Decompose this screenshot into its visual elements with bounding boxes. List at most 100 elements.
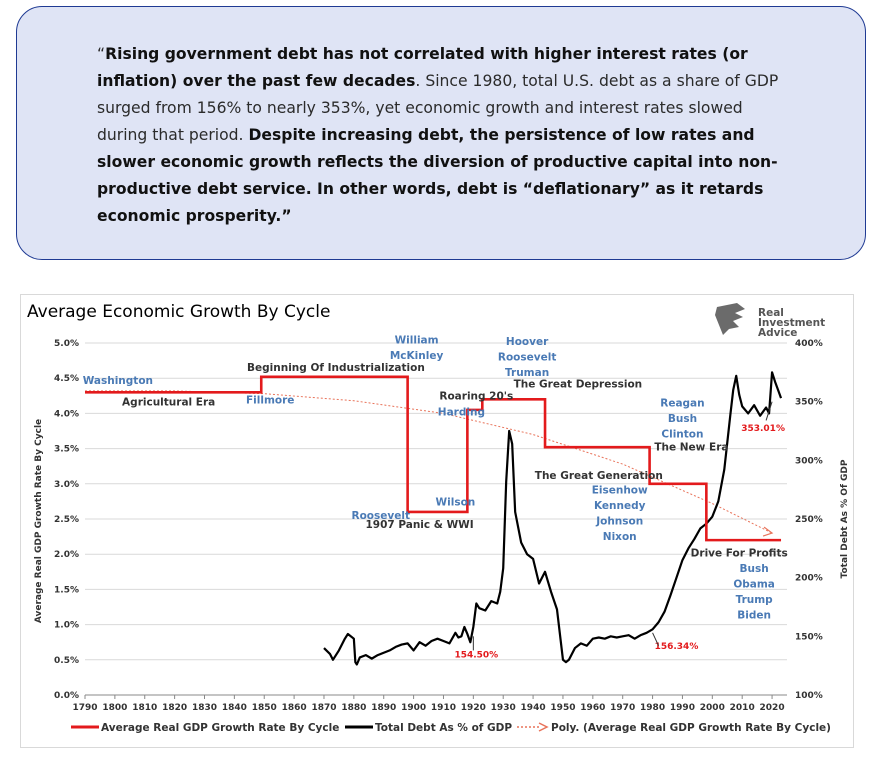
president-label: Kennedy xyxy=(594,500,646,512)
president-label: Hoover xyxy=(506,336,549,348)
president-label: Reagan xyxy=(660,397,704,409)
y-tick-label: 0.0% xyxy=(54,691,79,701)
x-tick-label: 1970 xyxy=(610,703,635,713)
x-tick-label: 1840 xyxy=(222,703,247,713)
era-label: The New Era xyxy=(654,442,728,454)
leader-line xyxy=(652,632,660,646)
president-label: Bush xyxy=(740,563,769,575)
president-label: Clinton xyxy=(661,428,703,440)
president-label: Trump xyxy=(736,594,774,606)
president-label: William xyxy=(395,335,439,347)
president-label: Johnson xyxy=(595,516,643,528)
president-label: Obama xyxy=(733,578,775,590)
x-tick-label: 1940 xyxy=(521,703,546,713)
x-tick-label: 1930 xyxy=(491,703,516,713)
quote-bold-2: Despite increasing debt, the persistence… xyxy=(97,126,778,225)
logo: Real Investment Advice xyxy=(715,303,825,339)
president-label: Fillmore xyxy=(246,395,294,407)
plot-layer: 0.0% 0.5% 1.0% 1.5% 2.0% 2.5% 3.0% 3.5% 4.0% 4.5%… xyxy=(54,335,823,713)
y2-tick-label: 300% xyxy=(795,456,823,466)
era-label: Beginning Of Industrialization xyxy=(247,362,425,374)
y-tick-label: 5.0% xyxy=(54,339,79,349)
era-label: Agricultural Era xyxy=(122,397,215,409)
president-label: Wilson xyxy=(436,497,476,509)
logo-line-1: Real xyxy=(758,307,784,319)
data-label: 353.01% xyxy=(741,424,785,434)
eagle-logo-icon xyxy=(715,303,745,335)
y2-tick-label: 400% xyxy=(795,339,823,349)
x-tick-label: 1870 xyxy=(311,703,336,713)
y2-tick-label: 250% xyxy=(795,515,823,525)
chart-title: Average Economic Growth By Cycle xyxy=(27,302,330,322)
x-tick-label: 1790 xyxy=(72,703,97,713)
president-label: Nixon xyxy=(603,531,637,543)
legend-label-poly: Poly. (Average Real GDP Growth Rate By C… xyxy=(551,722,831,734)
x-tick-label: 1880 xyxy=(341,703,366,713)
x-tick-label: 1860 xyxy=(282,703,307,713)
quote-open-mark: “ xyxy=(97,45,106,63)
legend-label-debt: Total Debt As % of GDP xyxy=(375,722,512,734)
era-label: The Great Generation xyxy=(535,470,663,482)
president-label: Truman xyxy=(505,367,549,379)
y2-tick-label: 200% xyxy=(795,574,823,584)
quote-text: “Rising government debt has not correlat… xyxy=(97,41,797,230)
data-label: 156.34% xyxy=(655,642,699,652)
y-tick-label: 4.5% xyxy=(54,374,79,384)
y2-tick-label: 100% xyxy=(795,691,823,701)
x-tick-label: 1890 xyxy=(371,703,396,713)
y-tick-label: 1.0% xyxy=(54,621,79,631)
series-gdp-line xyxy=(85,375,782,542)
x-tick-label: 1820 xyxy=(162,703,187,713)
y-tick-label: 2.0% xyxy=(54,550,79,560)
legend-arrow-icon xyxy=(538,722,549,732)
logo-line-2: Investment xyxy=(758,317,825,329)
data-label: 154.50% xyxy=(454,650,498,660)
president-label: Harding xyxy=(438,407,485,419)
president-label: Eisenhow xyxy=(592,485,648,497)
president-label: Roosevelt xyxy=(352,510,410,522)
x-tick-label: 1900 xyxy=(401,703,426,713)
quote-box: “Rising government debt has not correlat… xyxy=(16,6,866,260)
quote-normal-1: . Since 1980, total U.S. debt as a share… xyxy=(97,72,779,144)
chart-svg: Average Economic Growth By Cycle Real In… xyxy=(27,302,850,734)
era-label: Roaring 20's xyxy=(439,390,513,402)
y-tick-label: 3.0% xyxy=(54,480,79,490)
y-tick-label: 3.5% xyxy=(54,445,79,455)
poly-arrowhead-icon xyxy=(762,526,774,537)
x-tick-label: 1950 xyxy=(550,703,575,713)
logo-line-3: Advice xyxy=(758,327,797,339)
president-label: Roosevelt xyxy=(498,352,556,364)
x-tick-label: 1810 xyxy=(132,703,157,713)
president-label: Washington xyxy=(83,375,153,387)
x-tick-label: 1990 xyxy=(670,703,695,713)
x-tick-label: 2020 xyxy=(760,703,785,713)
chart-frame: Average Economic Growth By Cycle Real In… xyxy=(20,294,854,748)
era-label: The Great Depression xyxy=(514,378,643,390)
y-tick-label: 2.5% xyxy=(54,515,79,525)
x-tick-label: 1920 xyxy=(461,703,486,713)
legend: Average Real GDP Growth Rate By Cycle To… xyxy=(71,722,831,734)
x-tick-label: 1800 xyxy=(102,703,127,713)
leader-line xyxy=(765,401,773,421)
y2-axis-label: Total Debt As % Of GDP xyxy=(840,459,850,578)
president-label: McKinley xyxy=(390,350,444,362)
x-tick-label: 1960 xyxy=(580,703,605,713)
president-label: Bush xyxy=(668,413,697,425)
x-tick-label: 1980 xyxy=(640,703,665,713)
series-debt-line xyxy=(323,371,783,666)
legend-label-gdp: Average Real GDP Growth Rate By Cycle xyxy=(101,722,339,734)
y2-tick-label: 150% xyxy=(795,632,823,642)
y-axis-label: Average Real GDP Growth Rate By Cycle xyxy=(34,419,44,623)
x-tick-label: 1830 xyxy=(192,703,217,713)
president-label: Biden xyxy=(737,609,771,621)
x-tick-label: 1910 xyxy=(431,703,456,713)
x-tick-label: 2000 xyxy=(700,703,725,713)
quote-bold-1: Rising government debt has not correlate… xyxy=(97,45,748,90)
x-tick-label: 2010 xyxy=(730,703,755,713)
y2-tick-label: 350% xyxy=(795,398,823,408)
era-label: Drive For Profits xyxy=(691,547,788,559)
y-tick-label: 4.0% xyxy=(54,409,79,419)
y-tick-label: 1.5% xyxy=(54,585,79,595)
x-tick-label: 1850 xyxy=(252,703,277,713)
era-label: 1907 Panic & WWI xyxy=(365,519,473,531)
